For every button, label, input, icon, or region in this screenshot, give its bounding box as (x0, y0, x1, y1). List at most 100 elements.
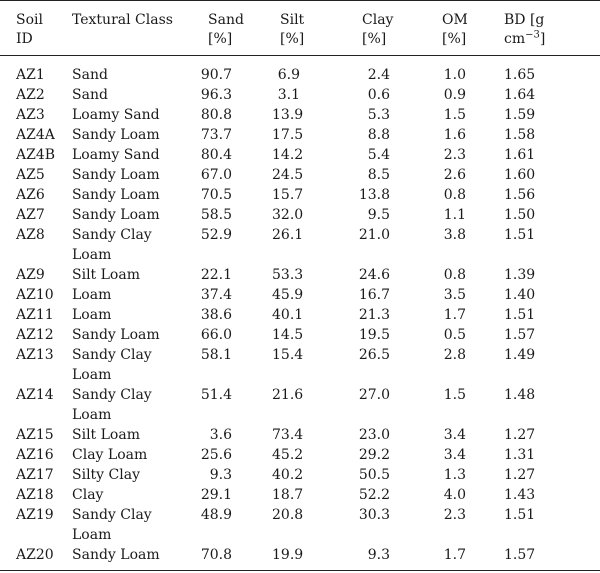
cell-textural-class: Sandy Clay Loam (72, 387, 152, 423)
cell-clay: 19.5 (358, 327, 390, 343)
cell-clay: 52.2 (358, 487, 390, 503)
cell-textural-class: Silt Loam (72, 267, 140, 283)
cell-om: 3.4 (443, 427, 466, 443)
cell-om: 1.7 (428, 545, 492, 571)
cell-silt: 26.1 (272, 227, 304, 243)
cell-textural-class: Loam (72, 307, 112, 323)
cell-om: 3.5 (443, 287, 466, 303)
cell-textural-class: Sand (72, 67, 108, 83)
cell-om: 1.5 (443, 387, 466, 403)
cell-clay: 5.4 (367, 147, 390, 163)
cell-textural-class: Sandy Clay Loam (72, 347, 152, 383)
cell-clay: 24.6 (358, 267, 390, 283)
cell-bd: 1.58 (504, 127, 536, 143)
table-row: AZ3 Loamy Sand 80.8 13.9 5.3 1.5 1.59 (0, 105, 600, 125)
cell-sand: 70.8 (196, 545, 272, 571)
cell-bd: 1.61 (504, 147, 536, 163)
cell-om: 1.1 (443, 207, 466, 223)
table-row: AZ10 Loam 37.4 45.9 16.7 3.5 1.40 (0, 285, 600, 305)
cell-soil-id: AZ12 (16, 327, 54, 343)
cell-bd: 1.48 (504, 387, 536, 403)
table-row: AZ2 Sand 96.3 3.1 0.6 0.9 1.64 (0, 85, 600, 105)
cell-soil-id: AZ14 (16, 387, 54, 403)
cell-soil-id: AZ17 (16, 467, 54, 483)
cell-textural-class: Sandy Loam (72, 187, 160, 203)
cell-soil-id: AZ11 (16, 307, 54, 323)
table-row: AZ6 Sandy Loam 70.5 15.7 13.8 0.8 1.56 (0, 185, 600, 205)
cell-om: 2.3 (443, 147, 466, 163)
cell-sand: 96.3 (200, 87, 232, 103)
cell-silt: 24.5 (272, 167, 304, 183)
table-row: AZ9 Silt Loam 22.1 53.3 24.6 0.8 1.39 (0, 265, 600, 285)
cell-sand: 51.4 (200, 387, 232, 403)
cell-clay: 8.5 (367, 167, 390, 183)
header-silt: Silt [%] (280, 12, 305, 47)
cell-textural-class: Loam (72, 287, 112, 303)
header-sand: Sand [%] (208, 12, 244, 47)
cell-soil-id: AZ4A (16, 127, 55, 143)
cell-silt: 15.4 (272, 347, 304, 363)
cell-silt: 45.9 (272, 287, 304, 303)
cell-textural-class: Silt Loam (72, 427, 140, 443)
cell-clay: 21.3 (358, 307, 390, 323)
cell-om: 0.5 (443, 327, 466, 343)
table-row: AZ15 Silt Loam 3.6 73.4 23.0 3.4 1.27 (0, 425, 600, 445)
cell-sand: 90.7 (200, 67, 232, 83)
cell-om: 3.8 (443, 227, 466, 243)
cell-sand: 58.5 (200, 207, 232, 223)
cell-soil-id: AZ7 (16, 207, 45, 223)
cell-textural-class: Sandy Loam (72, 207, 160, 223)
cell-bd: 1.59 (504, 107, 536, 123)
cell-silt: 73.4 (272, 427, 304, 443)
table-row: AZ19 Sandy Clay Loam 48.9 20.8 30.3 2.3 1.51 (0, 505, 600, 545)
cell-bd: 1.64 (504, 87, 536, 103)
header-bd: BD [g cm−3] (504, 12, 546, 47)
cell-bd: 1.57 (504, 327, 536, 343)
cell-om: 1.0 (443, 67, 466, 83)
table-body: AZ1 Sand 90.7 6.9 2.4 1.0 1.65 AZ2 Sand 96.3 3.1 0.… (0, 56, 600, 571)
cell-silt: 21.6 (272, 387, 304, 403)
cell-bd: 1.51 (504, 307, 536, 323)
cell-soil-id: AZ16 (16, 447, 54, 463)
cell-om: 1.7 (443, 307, 466, 323)
cell-bd: 1.40 (504, 287, 536, 303)
cell-sand: 67.0 (200, 167, 232, 183)
cell-soil-id: AZ13 (16, 347, 54, 363)
cell-clay: 21.0 (358, 227, 390, 243)
cell-soil-id: AZ19 (16, 507, 54, 523)
cell-sand: 66.0 (200, 327, 232, 343)
cell-clay: 2.4 (367, 67, 390, 83)
cell-silt: 14.5 (272, 327, 304, 343)
table-row: AZ4A Sandy Loam 73.7 17.5 8.8 1.6 1.58 (0, 125, 600, 145)
cell-om: 2.6 (443, 167, 466, 183)
cell-bd: 1.65 (504, 67, 536, 83)
cell-textural-class: Clay (72, 487, 104, 503)
cell-bd: 1.27 (504, 467, 536, 483)
cell-sand: 80.4 (200, 147, 232, 163)
cell-sand: 38.6 (200, 307, 232, 323)
cell-om: 2.8 (443, 347, 466, 363)
cell-sand: 22.1 (200, 267, 232, 283)
cell-clay: 30.3 (358, 507, 390, 523)
cell-clay: 50.5 (358, 467, 390, 483)
cell-clay: 13.8 (358, 187, 390, 203)
cell-sand: 70.5 (200, 187, 232, 203)
cell-soil-id: AZ2 (16, 87, 45, 103)
cell-bd: 1.43 (504, 487, 536, 503)
cell-soil-id: AZ4B (16, 147, 56, 163)
cell-sand: 9.3 (209, 467, 232, 483)
table-row: AZ17 Silty Clay 9.3 40.2 50.5 1.3 1.27 (0, 465, 600, 485)
cell-textural-class: Silty Clay (72, 467, 140, 483)
cell-silt: 15.7 (272, 187, 304, 203)
table-row: AZ14 Sandy Clay Loam 51.4 21.6 27.0 1.5 1.48 (0, 385, 600, 425)
table-row: AZ7 Sandy Loam 58.5 32.0 9.5 1.1 1.50 (0, 205, 600, 225)
cell-textural-class: Sandy Clay Loam (72, 507, 152, 543)
cell-soil-id: AZ8 (16, 227, 45, 243)
table-row: AZ5 Sandy Loam 67.0 24.5 8.5 2.6 1.60 (0, 165, 600, 185)
cell-bd: 1.57 (492, 545, 600, 571)
cell-bd: 1.56 (504, 187, 536, 203)
cell-clay: 0.6 (367, 87, 390, 103)
cell-sand: 73.7 (200, 127, 232, 143)
cell-soil-id: AZ3 (16, 107, 45, 123)
